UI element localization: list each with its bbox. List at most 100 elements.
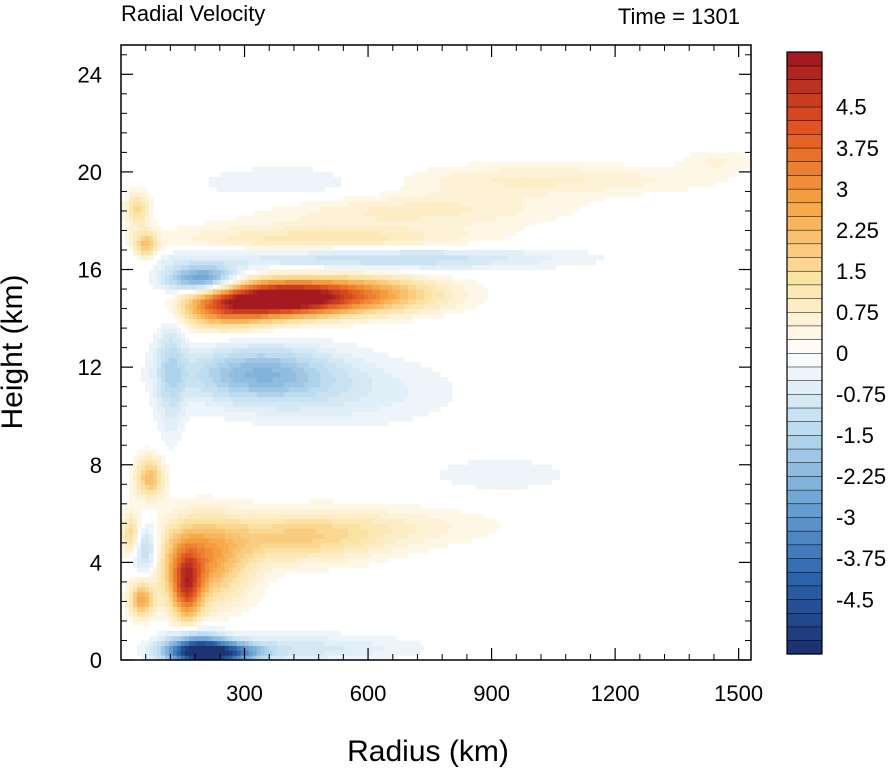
field-cell (156, 230, 162, 236)
field-cell (451, 250, 457, 256)
field-cell (276, 528, 282, 534)
field-cell (140, 562, 146, 568)
field-cell (244, 508, 250, 515)
field-cell (296, 630, 302, 637)
field-cell (296, 284, 302, 290)
field-cell (467, 289, 473, 295)
field-cell (276, 235, 282, 241)
field-cell (284, 396, 290, 402)
field-cell (216, 396, 222, 402)
field-cell (388, 372, 393, 378)
field-cell (451, 464, 457, 471)
field-cell (220, 328, 226, 334)
field-cell (364, 372, 369, 378)
field-cell (304, 303, 310, 310)
field-cell (316, 240, 321, 246)
field-cell (264, 650, 270, 656)
field-cell (364, 650, 369, 656)
field-cell (152, 269, 158, 275)
field-cell (220, 547, 226, 554)
field-cell (280, 269, 286, 275)
field-cell (296, 303, 302, 310)
field-cell (364, 635, 369, 642)
field-cell (288, 318, 294, 324)
field-cell (188, 352, 194, 358)
field-cell (256, 503, 262, 510)
field-cell (160, 284, 166, 290)
field-cell (232, 293, 238, 300)
field-cell (420, 298, 425, 305)
field-cell (176, 347, 182, 354)
field-cell (336, 537, 341, 544)
field-cell (463, 469, 469, 476)
field-cell (272, 269, 278, 275)
field-cell (180, 386, 186, 393)
field-cell (483, 254, 489, 261)
field-cell (144, 528, 150, 534)
field-cell (396, 528, 401, 534)
field-cell (280, 513, 286, 520)
field-cell (380, 508, 385, 515)
field-cell (515, 479, 521, 485)
field-cell (244, 328, 250, 334)
field-cell (348, 352, 353, 358)
field-cell (156, 494, 162, 500)
field-cell (216, 625, 222, 632)
field-cell (328, 235, 333, 241)
field-cell (224, 581, 230, 588)
field-cell (156, 401, 162, 407)
field-cell (248, 591, 254, 598)
field-cell (232, 411, 238, 417)
field-cell (360, 367, 365, 373)
field-cell (236, 547, 242, 554)
field-cell (364, 401, 369, 407)
field-cell (184, 284, 190, 290)
field-cell (176, 225, 182, 232)
field-cell (392, 308, 397, 315)
field-cell (248, 303, 254, 310)
field-cell (348, 230, 353, 236)
field-cell (344, 323, 349, 329)
field-cell (168, 391, 174, 398)
field-cell (332, 420, 337, 427)
field-cell (400, 401, 405, 407)
field-cell (276, 240, 282, 246)
field-cell (204, 352, 210, 358)
field-cell (320, 337, 325, 344)
field-cell (404, 503, 409, 510)
field-cell (288, 415, 294, 422)
field-cell (344, 372, 349, 378)
field-cell (232, 650, 238, 656)
field-cell (200, 611, 206, 617)
field-cell (184, 635, 190, 642)
field-cell (368, 318, 373, 324)
field-cell (352, 503, 357, 510)
field-cell (292, 323, 298, 329)
field-cell (304, 367, 310, 373)
field-cell (244, 308, 250, 315)
field-cell (188, 591, 194, 598)
field-cell (479, 250, 485, 256)
field-cell (208, 240, 214, 246)
field-cell (475, 469, 481, 476)
field-cell (156, 630, 162, 637)
field-cell (388, 547, 393, 554)
field-cell (224, 411, 230, 417)
field-cell (200, 518, 206, 524)
field-cell (396, 230, 401, 236)
field-cell (372, 279, 377, 285)
field-cell (164, 323, 170, 329)
field-cell (256, 533, 262, 539)
field-cell (312, 250, 317, 256)
field-cell (308, 381, 313, 388)
field-cell (543, 254, 549, 261)
field-cell (463, 240, 469, 246)
field-cell (344, 259, 349, 266)
field-cell (144, 581, 150, 588)
field-cell (124, 596, 130, 603)
field-cell (475, 459, 481, 466)
field-cell (392, 411, 397, 417)
field-cell (264, 337, 270, 344)
field-cell (248, 254, 254, 261)
field-cell (372, 293, 377, 300)
